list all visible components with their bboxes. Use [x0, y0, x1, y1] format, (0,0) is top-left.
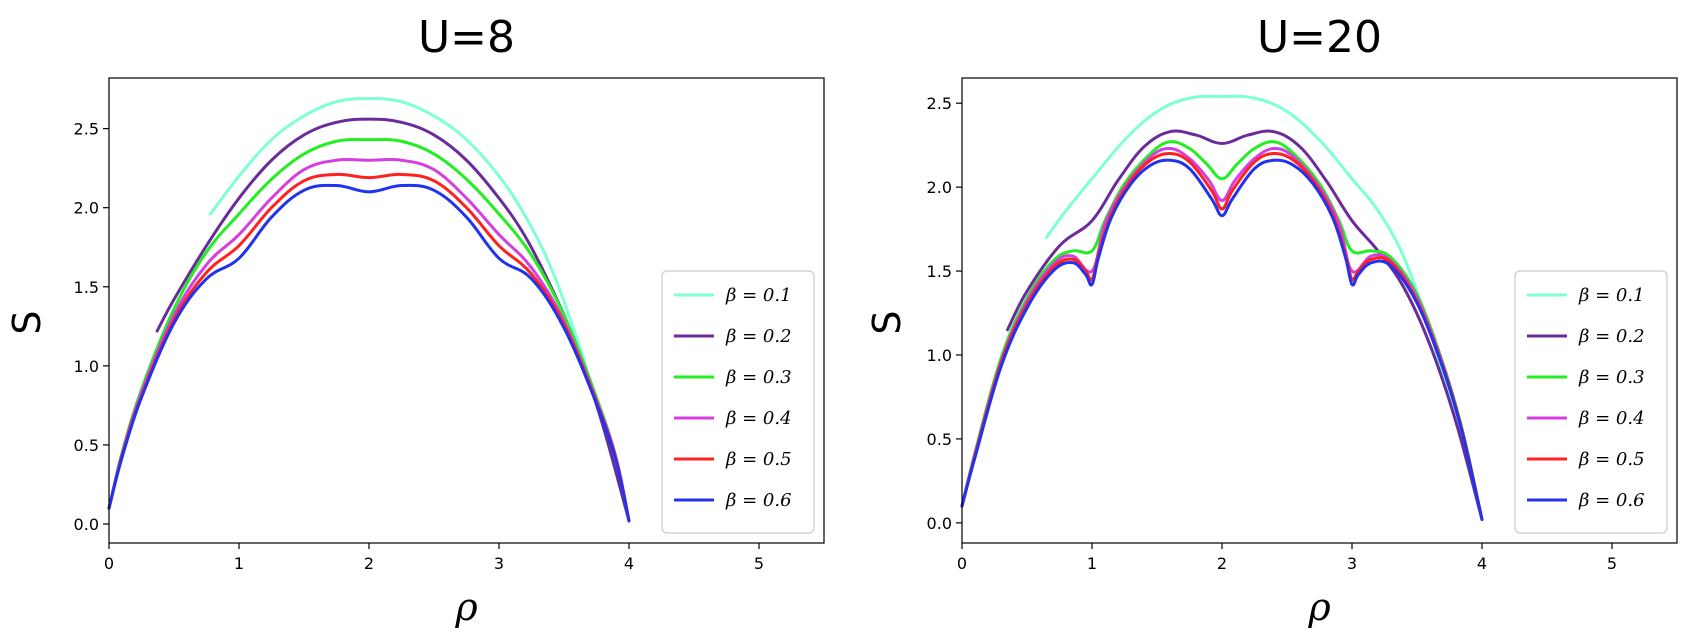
legend-label: β = 0.6: [725, 490, 792, 511]
x-tick-label: 0: [104, 554, 114, 573]
legend-label: β = 0.4: [1578, 408, 1645, 429]
x-tick-label: 4: [624, 554, 634, 573]
series-line-2: [1006, 129, 1484, 521]
series-lines: [960, 94, 1484, 521]
y-tick-label: 2.5: [927, 94, 952, 113]
series-line-1: [208, 97, 631, 523]
x-tick-label: 3: [1347, 554, 1357, 573]
series-line-4: [960, 146, 1484, 521]
y-tick-label: 0.0: [74, 515, 99, 534]
legend-label: β = 0.3: [725, 367, 792, 388]
legend-label: β = 0.2: [1578, 326, 1645, 347]
series-line-6: [960, 158, 1484, 521]
x-tick-label: 5: [754, 554, 764, 573]
x-tick-label: 2: [1217, 554, 1227, 573]
chart-title: U=8: [418, 12, 515, 63]
x-tick-label: 5: [1607, 554, 1617, 573]
plot-frame: [961, 77, 1678, 544]
x-tick-label: 2: [364, 554, 374, 573]
series-line-5: [107, 172, 631, 523]
legend-label: β = 0.6: [1578, 490, 1645, 511]
series-line-6: [107, 183, 631, 523]
x-axis-label: ρ: [1307, 585, 1331, 629]
y-tick-label: 1.0: [927, 346, 952, 365]
legend-label: β = 0.2: [725, 326, 792, 347]
series-line-5: [960, 152, 1484, 521]
legend-label: β = 0.5: [1578, 449, 1645, 470]
y-tick-label: 2.0: [74, 199, 99, 218]
legend-label: β = 0.5: [725, 449, 792, 470]
x-axis-label: ρ: [454, 585, 478, 629]
series-line-3: [107, 138, 631, 523]
series-lines: [107, 97, 631, 523]
y-tick-label: 0.0: [927, 514, 952, 533]
x-tick-label: 3: [494, 554, 504, 573]
series-line-3: [960, 140, 1484, 521]
y-tick-label: 1.0: [74, 357, 99, 376]
legend-label: β = 0.3: [1578, 367, 1645, 388]
x-tick-label: 1: [1087, 554, 1097, 573]
series-line-1: [1045, 94, 1484, 521]
y-tick-label: 1.5: [74, 278, 99, 297]
x-tick-label: 1: [234, 554, 244, 573]
plot-frame: [108, 77, 825, 544]
series-line-4: [107, 157, 631, 523]
legend-label: β = 0.1: [1578, 285, 1645, 306]
y-axis-label: S: [5, 310, 49, 334]
legend: β = 0.1 β = 0.2 β = 0.3 β = 0.4 β = 0.5 β = 0…: [661, 270, 815, 534]
legend: β = 0.1 β = 0.2 β = 0.3 β = 0.4 β = 0.5 β = 0…: [1514, 270, 1668, 534]
y-tick-label: 0.5: [74, 436, 99, 455]
y-tick-label: 0.5: [927, 430, 952, 449]
y-tick-label: 2.0: [927, 178, 952, 197]
chart-title: U=20: [1257, 12, 1382, 63]
x-tick-label: 4: [1477, 554, 1487, 573]
y-axis-label: S: [865, 310, 909, 334]
y-tick-label: 2.5: [74, 120, 99, 139]
y-tick-label: 1.5: [927, 262, 952, 281]
legend-label: β = 0.4: [725, 408, 792, 429]
x-tick-label: 0: [957, 554, 967, 573]
legend-label: β = 0.1: [725, 285, 792, 306]
